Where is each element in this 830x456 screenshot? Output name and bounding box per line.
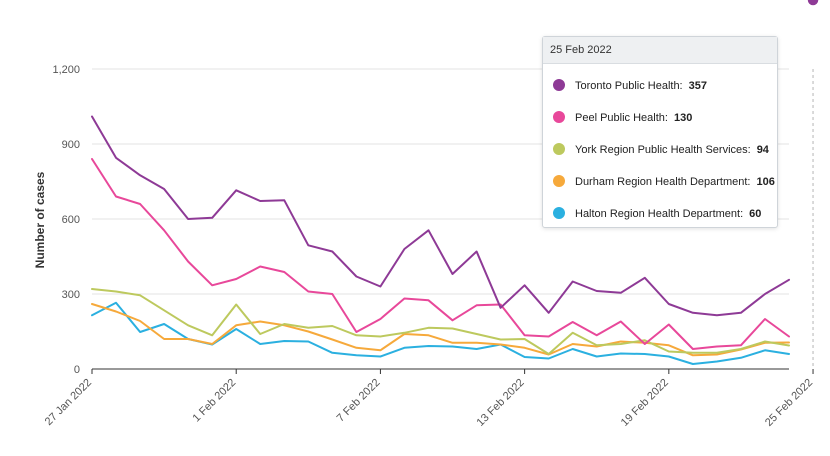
x-tick-label: 27 Jan 2022	[43, 377, 94, 428]
tooltip-date: 25 Feb 2022	[543, 37, 777, 64]
y-tick-label: 600	[62, 214, 80, 226]
series-color-dot	[553, 207, 565, 219]
series-line-peel-public-health[interactable]	[91, 158, 790, 350]
tooltip-series-label: Peel Public Health: 130	[575, 112, 693, 124]
series-line-toronto-public-health[interactable]	[91, 115, 790, 317]
hover-marker	[806, 0, 820, 7]
x-tick-label: 25 Feb 2022	[763, 377, 815, 429]
x-tick-label: 7 Feb 2022	[335, 377, 383, 425]
series-line-halton-region-health-department[interactable]	[91, 301, 790, 365]
tooltip-series-value: 94	[756, 144, 769, 156]
tooltip-series-value: 357	[688, 80, 707, 92]
x-tick-label: 1 Feb 2022	[190, 377, 238, 425]
series-line-york-region-public-health-services[interactable]	[91, 288, 790, 355]
series-line-durham-region-health-department[interactable]	[91, 303, 790, 357]
hover-tooltip: 25 Feb 2022 Toronto Public Health: 357 Pee…	[542, 36, 778, 228]
x-tick-label: 19 Feb 2022	[619, 377, 671, 429]
tooltip-series-value: 130	[673, 112, 693, 124]
y-tick-label: 900	[62, 139, 80, 151]
y-axis-title: Number of cases	[33, 171, 47, 268]
y-tick-label: 300	[62, 289, 80, 301]
series-color-dot	[553, 175, 565, 187]
series-color-dot	[553, 143, 565, 155]
x-tick-label: 13 Feb 2022	[475, 377, 527, 429]
y-tick-label: 0	[74, 364, 80, 376]
tooltip-series-label: Durham Region Health Department: 106	[575, 176, 775, 188]
tooltip-series-value: 106	[756, 176, 775, 188]
tooltip-series-value: 60	[749, 208, 762, 220]
tooltip-series-label: Halton Region Health Department: 60	[575, 208, 762, 220]
series-color-dot	[553, 79, 565, 91]
series-color-dot	[553, 111, 565, 123]
y-tick-label: 1,200	[52, 64, 80, 76]
tooltip-series-label: Toronto Public Health: 357	[575, 80, 707, 92]
tooltip-series-label: York Region Public Health Services: 94	[575, 144, 769, 156]
